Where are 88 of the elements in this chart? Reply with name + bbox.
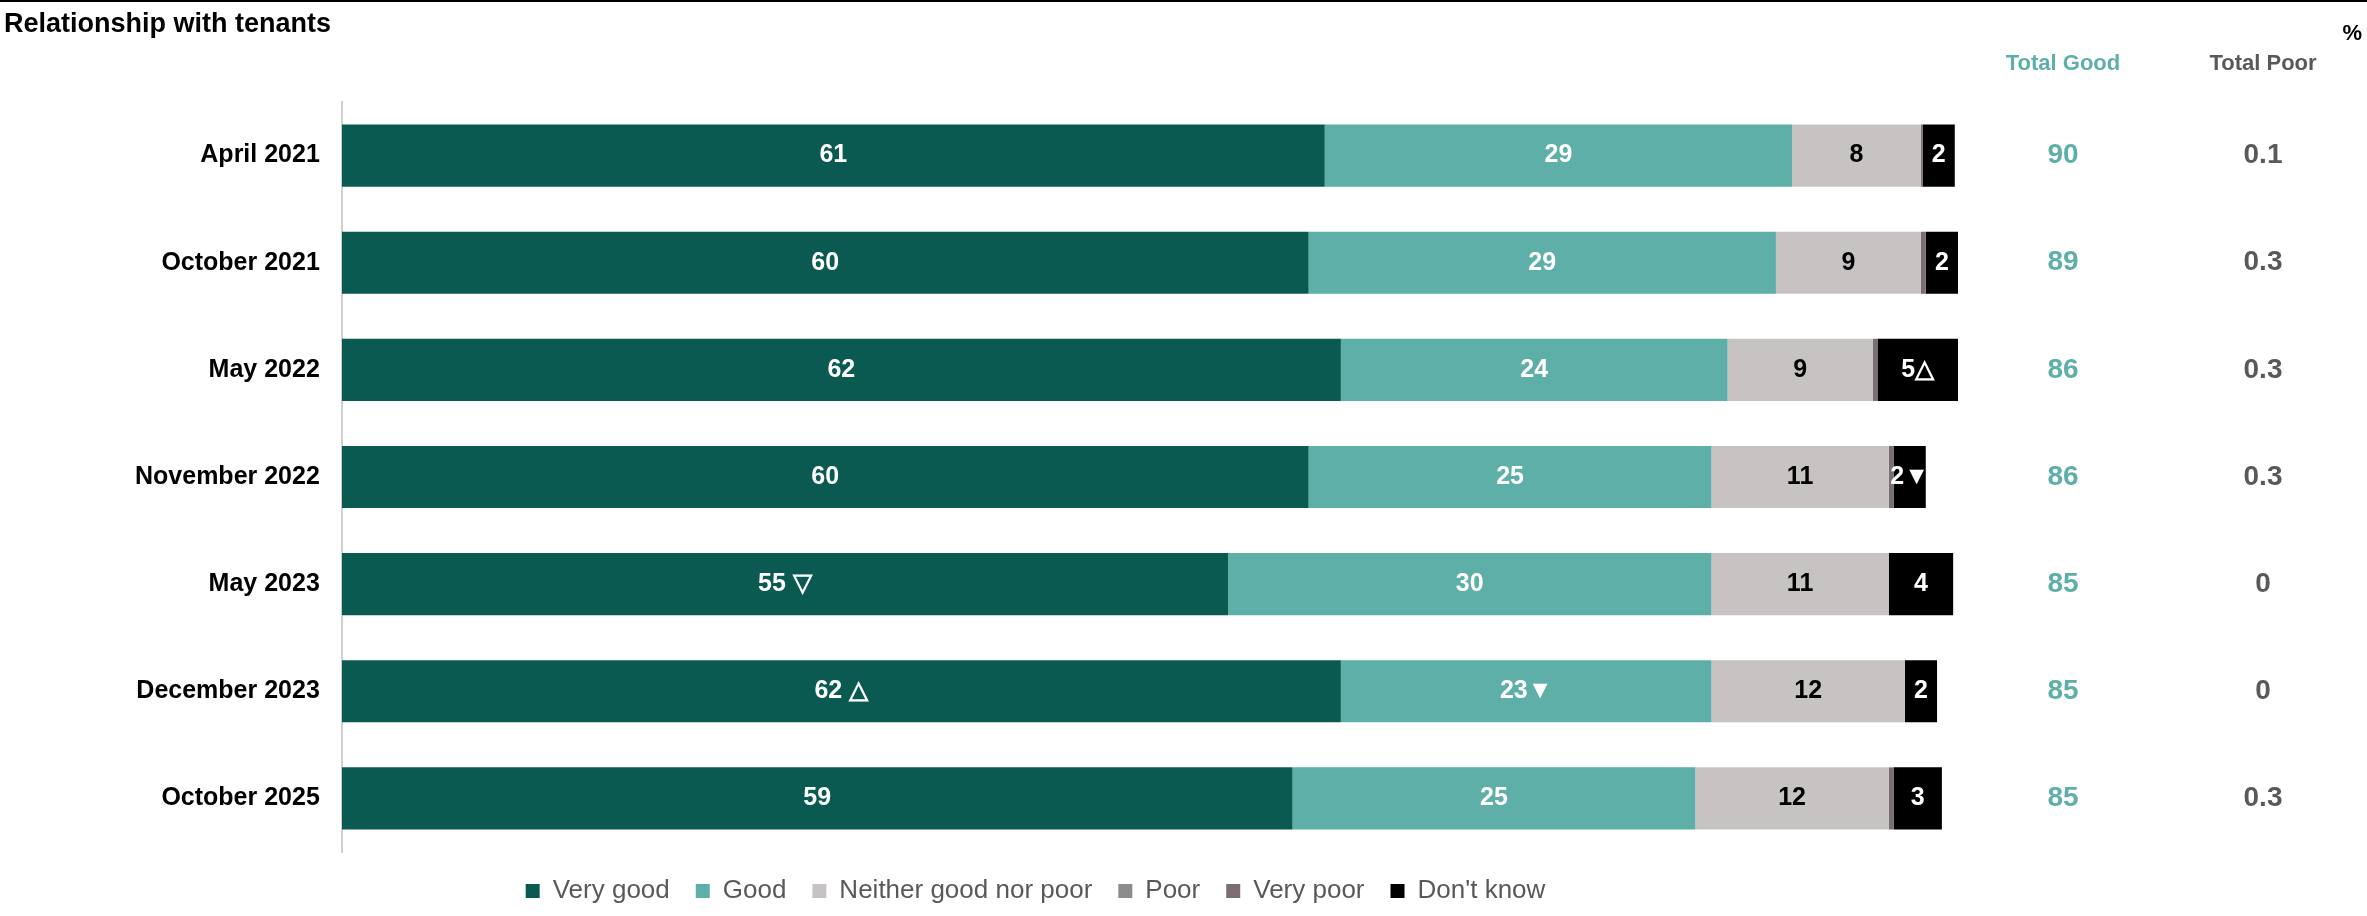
data-label: 25	[1496, 460, 1525, 489]
data-label: 5△	[1901, 353, 1936, 382]
y-tick-label: October 2021	[161, 246, 320, 275]
data-label: 2	[1934, 246, 1949, 275]
text: 0.3	[2243, 352, 2283, 384]
bar	[341, 231, 1309, 294]
bar	[341, 124, 1325, 187]
y-tick-label: May 2023	[208, 568, 320, 597]
y-tick-label: October 2025	[161, 782, 320, 811]
legend-label: Very poor	[1253, 874, 1365, 905]
bar	[1711, 660, 1905, 723]
data-label: 62 △	[814, 675, 870, 704]
y-tick-label: May 2022	[208, 353, 320, 382]
text: 0.3	[2243, 781, 2283, 813]
bar	[1695, 767, 1889, 830]
text: 0	[2255, 674, 2271, 705]
data-label: 4	[1913, 568, 1928, 597]
bar	[1711, 553, 1889, 616]
text: 85	[2047, 781, 2079, 813]
bar	[1228, 553, 1712, 616]
bar	[1904, 660, 1938, 723]
bar	[1324, 124, 1793, 187]
data-label: 30	[1455, 568, 1484, 597]
data-label: 2	[1913, 675, 1928, 704]
bar	[341, 338, 1341, 401]
text: 86	[2047, 459, 2079, 491]
legend-label: Good	[722, 874, 787, 905]
data-label: 59	[803, 782, 832, 811]
bar	[1775, 231, 1921, 294]
data-label: 60	[811, 246, 840, 275]
bar	[1888, 553, 1954, 616]
text: 0.1	[2243, 138, 2283, 170]
data-label: 24	[1520, 353, 1549, 382]
text: 85	[2047, 566, 2079, 598]
bar	[1877, 338, 1958, 401]
bar	[1888, 767, 1894, 830]
legend-label: Neither good nor poor	[839, 874, 1093, 905]
data-label: 11	[1786, 460, 1814, 489]
legend-label: Very good	[552, 874, 670, 905]
data-label: 2	[1931, 139, 1946, 168]
data-label: 55 ▽	[758, 568, 813, 597]
bar	[1340, 338, 1728, 401]
data-label: 2▼	[1890, 460, 1929, 489]
y-tick-label: April 2021	[200, 139, 320, 168]
data-label: 29	[1544, 139, 1573, 168]
data-label: 29	[1528, 246, 1557, 275]
data-label: 9	[1793, 353, 1808, 382]
data-label: 61	[819, 139, 848, 168]
text: Total Poor	[2209, 50, 2317, 76]
data-label: 12	[1794, 675, 1823, 704]
data-label: 25	[1480, 782, 1508, 811]
legend-label: Poor	[1145, 874, 1201, 905]
y-tick-label: December 2023	[136, 675, 320, 704]
data-label: 11	[1786, 568, 1814, 597]
bar	[1292, 767, 1696, 830]
data-label: 9	[1841, 246, 1856, 275]
text: 85	[2047, 674, 2079, 705]
bar	[1792, 124, 1921, 187]
text: 0.3	[2243, 459, 2283, 491]
bar	[341, 445, 1309, 509]
data-label: 12	[1778, 782, 1806, 811]
bar	[1922, 124, 1955, 187]
bar	[1727, 338, 1873, 401]
text: Total Good	[2005, 50, 2121, 76]
data-label: 62	[827, 353, 856, 382]
bar	[1308, 231, 1776, 294]
data-label: 8	[1849, 139, 1864, 168]
bar	[341, 767, 1293, 830]
data-label: 23▼	[1499, 675, 1553, 704]
text: 0.3	[2243, 245, 2283, 277]
bar	[1925, 231, 1958, 294]
data-label: 3	[1910, 782, 1925, 811]
chart-title: Relationship with tenants	[4, 8, 332, 39]
bar	[341, 660, 1341, 723]
bar	[1711, 445, 1889, 509]
text: 89	[2047, 245, 2079, 277]
bar	[341, 553, 1229, 616]
bar	[1308, 445, 1712, 509]
bar	[1920, 231, 1926, 294]
y-tick-label: November 2022	[135, 460, 320, 489]
legend-label: Don't know	[1417, 874, 1546, 905]
text: 86	[2047, 352, 2079, 384]
bar	[1340, 660, 1712, 723]
bar	[1893, 767, 1942, 830]
data-label: 60	[811, 460, 840, 489]
text: 0	[2255, 566, 2271, 598]
text: %	[2342, 20, 2362, 46]
text: 90	[2047, 138, 2079, 170]
